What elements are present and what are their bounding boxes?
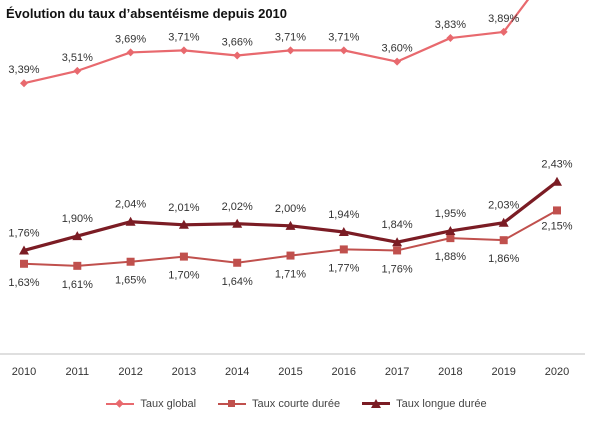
data-label: 3,69% xyxy=(115,33,146,45)
data-point xyxy=(339,245,348,254)
data-point xyxy=(446,34,455,43)
data-label: 1,61% xyxy=(62,279,93,291)
data-point xyxy=(178,219,189,229)
data-point xyxy=(19,245,29,255)
data-point xyxy=(393,57,402,66)
data-label: 3,71% xyxy=(328,31,359,43)
data-point xyxy=(20,259,28,268)
data-label: 1,90% xyxy=(62,213,93,225)
data-label: 3,66% xyxy=(222,37,253,49)
x-tick-label: 2019 xyxy=(491,366,515,378)
x-tick-label: 2020 xyxy=(545,366,569,378)
data-label: 3,83% xyxy=(435,19,466,31)
x-tick-label: 2018 xyxy=(438,366,462,378)
x-tick-label: 2015 xyxy=(278,366,302,378)
data-label: 3,71% xyxy=(275,31,306,43)
data-point xyxy=(338,226,349,236)
data-point xyxy=(393,246,402,255)
legend-swatch-taux-global xyxy=(106,399,135,409)
data-label: 2,04% xyxy=(115,199,146,211)
data-label: 1,84% xyxy=(381,219,412,231)
data-label: 1,65% xyxy=(115,275,146,287)
chart-legend: Taux global Taux courte durée Taux longu… xyxy=(0,398,593,410)
data-point xyxy=(126,257,135,266)
data-label: 1,77% xyxy=(328,262,359,274)
data-point xyxy=(73,66,82,75)
data-point xyxy=(286,251,295,260)
legend-label-taux-longue-duree: Taux longue durée xyxy=(396,398,487,410)
data-label: 2,43% xyxy=(541,159,572,171)
data-label: 1,63% xyxy=(8,277,39,289)
data-label: 1,88% xyxy=(435,251,466,263)
data-label: 3,39% xyxy=(8,64,39,76)
data-label: 3,89% xyxy=(488,13,519,25)
legend-swatch-taux-courte-duree xyxy=(218,399,247,409)
data-label: 1,94% xyxy=(328,209,359,221)
x-tick-label: 2017 xyxy=(385,366,409,378)
data-point xyxy=(553,206,561,215)
data-label: 2,01% xyxy=(168,202,199,214)
data-point xyxy=(179,252,188,261)
data-point xyxy=(286,46,295,55)
data-point xyxy=(498,217,509,227)
data-point xyxy=(445,225,456,235)
legend-item-taux-longue-duree[interactable]: Taux longue durée xyxy=(362,398,487,410)
legend-label-taux-courte-duree: Taux courte durée xyxy=(252,398,341,410)
data-point xyxy=(73,261,82,270)
data-label: 1,76% xyxy=(381,263,412,275)
chart-title: Évolution du taux d’absentéisme depuis 2… xyxy=(6,6,288,21)
data-label: 1,86% xyxy=(488,253,519,265)
x-tick-label: 2013 xyxy=(172,366,196,378)
data-label: 1,70% xyxy=(168,270,199,282)
x-tick-label: 2012 xyxy=(118,366,142,378)
x-tick-label: 2016 xyxy=(332,366,356,378)
x-tick-label: 2011 xyxy=(65,366,89,378)
data-point xyxy=(72,231,83,241)
data-point xyxy=(499,27,508,36)
data-label: 3,71% xyxy=(168,31,199,43)
data-point xyxy=(446,234,455,243)
legend-swatch-taux-longue-duree xyxy=(362,399,391,409)
data-label: 2,02% xyxy=(222,201,253,213)
data-label: 2,15% xyxy=(541,220,572,232)
data-point xyxy=(232,218,243,228)
data-point xyxy=(339,46,348,55)
data-label: 2,00% xyxy=(275,203,306,215)
x-tick-label: 2010 xyxy=(12,366,36,378)
legend-item-taux-courte-duree[interactable]: Taux courte durée xyxy=(218,398,340,410)
data-point xyxy=(552,176,562,186)
data-point xyxy=(285,220,296,230)
data-point xyxy=(125,216,136,226)
data-point xyxy=(20,79,28,88)
data-point xyxy=(392,237,403,247)
data-point xyxy=(499,236,508,245)
data-label: 1,64% xyxy=(222,276,253,288)
data-label: 3,60% xyxy=(381,43,412,55)
data-point xyxy=(179,46,188,55)
data-label: 3,51% xyxy=(62,52,93,64)
data-point xyxy=(126,48,135,57)
data-label: 1,71% xyxy=(275,269,306,281)
data-label: 1,76% xyxy=(8,227,39,239)
data-label: 1,95% xyxy=(435,208,466,220)
data-label: 2,03% xyxy=(488,200,519,212)
legend-label-taux-global: Taux global xyxy=(140,398,197,410)
legend-item-taux-global[interactable]: Taux global xyxy=(106,398,196,410)
x-tick-label: 2014 xyxy=(225,366,249,378)
data-point xyxy=(233,51,242,60)
data-point xyxy=(233,258,242,267)
